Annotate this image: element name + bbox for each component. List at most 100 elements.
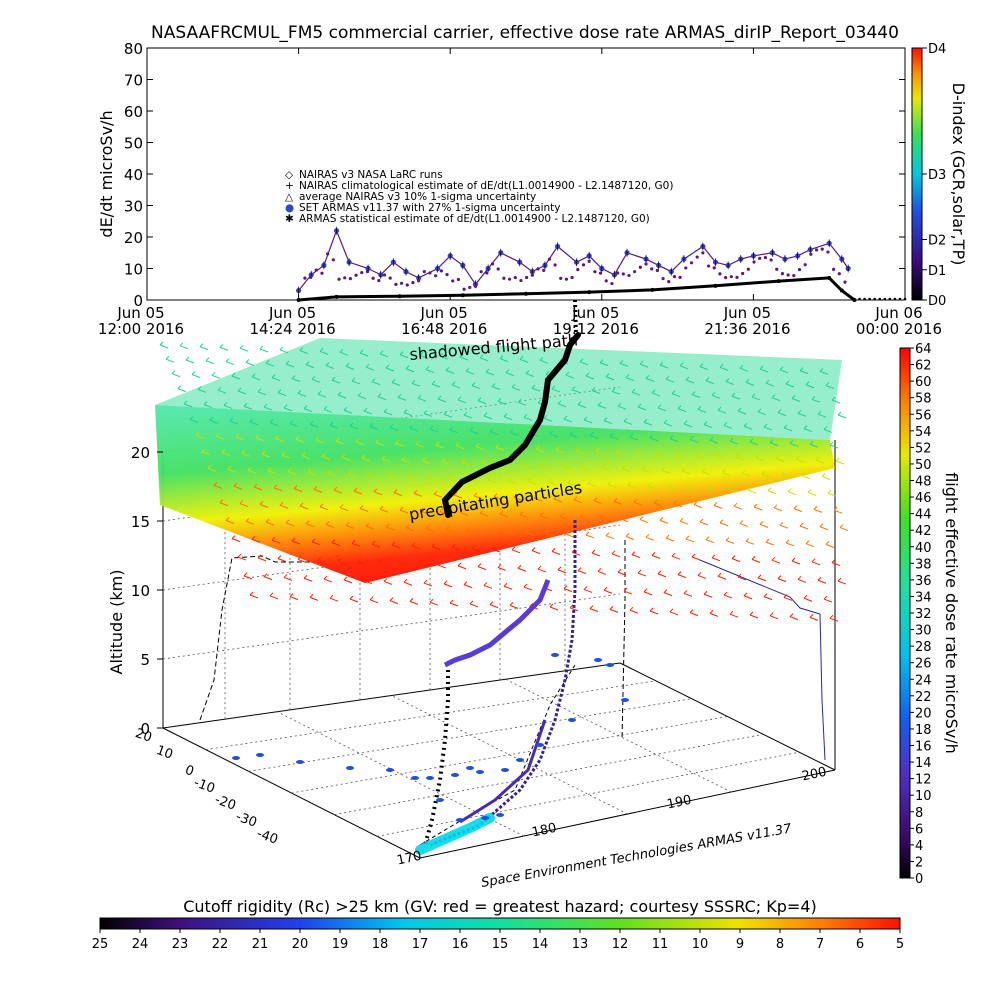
sheet-arrow xyxy=(457,562,467,570)
sheet-arrow xyxy=(671,390,681,398)
sheet-arrow xyxy=(769,439,779,447)
sheet-arrow xyxy=(613,498,623,505)
sheet-arrow xyxy=(387,472,397,480)
sheet-arrow xyxy=(381,455,391,463)
sheet-arrow xyxy=(211,371,221,379)
nairas-data-point xyxy=(394,282,398,287)
sheet-arrow xyxy=(775,455,785,463)
sheet-arrow xyxy=(741,469,751,477)
sheet-arrow xyxy=(683,590,693,597)
sheet-arrow xyxy=(197,386,207,393)
sheet-arrow xyxy=(593,497,603,505)
sheet-arrow xyxy=(813,506,823,513)
sheet-arrow xyxy=(793,505,803,513)
sheet-arrow xyxy=(295,436,305,443)
sheet-arrow xyxy=(643,588,653,596)
dose-tick-label: 18 xyxy=(915,723,932,738)
sheet-arrow xyxy=(789,440,799,447)
sheet-arrow xyxy=(651,389,661,397)
cutoff-tick-label: 22 xyxy=(212,937,229,952)
sheet-arrow xyxy=(763,423,773,431)
latitude-tick-label: -20 xyxy=(213,792,238,813)
ground-point xyxy=(232,756,240,760)
ground-point xyxy=(568,718,576,722)
dose-tick-label: 14 xyxy=(915,756,932,771)
sheet-arrow xyxy=(733,502,743,510)
dose-tick-label: 2 xyxy=(915,855,923,870)
estimate-data-point xyxy=(296,298,301,302)
sheet-arrow xyxy=(343,576,353,584)
sheet-arrow xyxy=(317,390,327,398)
cutoff-tick-label: 20 xyxy=(292,937,309,952)
sheet-arrow xyxy=(579,358,589,366)
sheet-arrow xyxy=(445,525,455,533)
sheet-arrow xyxy=(769,612,779,620)
sheet-arrow xyxy=(473,492,483,500)
ground-point xyxy=(426,776,434,780)
sheet-arrow xyxy=(747,486,757,494)
sheet-arrow xyxy=(437,395,447,403)
dose-tick-label: 58 xyxy=(915,392,932,407)
sheet-arrow xyxy=(803,425,813,433)
sheet-arrow xyxy=(485,368,495,376)
sheet-arrow xyxy=(359,505,369,512)
sheet-arrow xyxy=(719,364,729,371)
dindex-tick-label: D2 xyxy=(928,234,946,249)
sheet-arrow xyxy=(475,443,485,451)
sheet-arrow xyxy=(449,599,459,607)
sheet-arrow xyxy=(423,579,433,587)
sheet-arrow xyxy=(549,430,559,438)
sheet-arrow xyxy=(323,575,333,583)
nairas-data-point xyxy=(468,285,472,290)
nairas-data-point xyxy=(422,270,426,274)
sheet-arrow xyxy=(327,469,337,477)
sheet-arrow xyxy=(765,379,775,387)
nairas-data-point xyxy=(451,279,455,283)
nairas-data-point xyxy=(337,277,341,281)
longitude-ticks: 170 180 190 200 xyxy=(396,765,828,869)
y-tick-label: 20 xyxy=(124,229,143,247)
sheet-arrow xyxy=(227,465,237,473)
dose-tick-label: 36 xyxy=(915,574,932,589)
sheet-arrow xyxy=(509,602,519,609)
estimate-data-point xyxy=(460,293,465,298)
cutoff-colorbar: Cutoff rigidity (Rc) >25 km (GV: red = g… xyxy=(92,897,904,952)
sheet-arrow xyxy=(413,490,423,497)
sheet-arrow xyxy=(269,592,279,600)
sheet-arrow xyxy=(811,395,821,403)
sheet-arrow xyxy=(591,387,601,394)
sheet-arrow xyxy=(245,517,255,525)
sheet-arrow xyxy=(577,401,587,409)
sheet-arrow xyxy=(303,405,313,413)
nairas-data-point xyxy=(479,270,483,274)
sheet-arrow xyxy=(729,610,739,618)
sheet-arrow xyxy=(679,517,689,525)
sheet-arrow xyxy=(579,513,589,521)
sheet-arrow xyxy=(669,435,679,443)
legend-entry: ◇ NAIRAS v3 NASA LaRC runs xyxy=(285,169,443,181)
ground-point xyxy=(496,813,504,817)
sheet-arrow xyxy=(425,525,435,532)
sheet-arrow xyxy=(321,453,331,460)
sheet-arrow xyxy=(311,375,321,383)
baseline-point xyxy=(858,297,861,301)
sheet-arrow xyxy=(717,572,727,580)
dindex-tick-label: D1 xyxy=(928,264,946,279)
nairas-data-point xyxy=(638,265,642,269)
sheet-arrow xyxy=(289,420,299,427)
sheet-arrow xyxy=(657,404,667,412)
legend-symbol: ◇ xyxy=(285,169,294,181)
legend-entry: △ average NAIRAS v3 10% 1-sigma uncertai… xyxy=(285,191,536,203)
dose-tick-label: 44 xyxy=(915,508,932,523)
dose-label: flight effective dose rate microSv/h xyxy=(942,472,961,754)
sheet-arrow xyxy=(383,408,393,416)
nairas-data-point xyxy=(434,274,438,278)
sheet-arrow xyxy=(419,507,429,515)
sheet-arrow xyxy=(509,428,519,436)
y-tick-label: 0 xyxy=(133,292,143,310)
nairas-data-point xyxy=(667,279,671,284)
dose-tick-label: 40 xyxy=(915,541,932,556)
sheet-arrow xyxy=(591,549,601,557)
baseline-point xyxy=(883,297,887,301)
